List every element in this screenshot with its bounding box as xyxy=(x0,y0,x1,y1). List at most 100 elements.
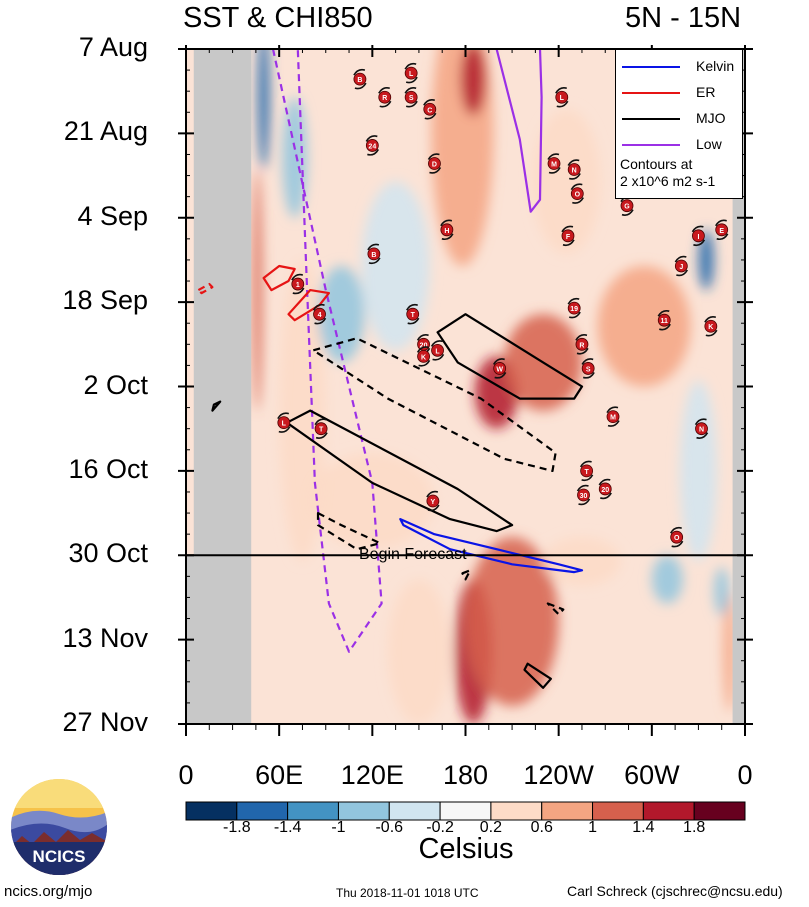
x-tick-label-6: 0 xyxy=(737,760,753,790)
colorbar-swatch-8 xyxy=(592,801,644,821)
storm-arm-bottom xyxy=(427,504,440,512)
storm-dot xyxy=(567,163,581,176)
storm-dot xyxy=(695,422,708,436)
storm-arm-bottom xyxy=(367,149,380,156)
storm-arm-top xyxy=(440,219,453,227)
storm-arm-top xyxy=(291,273,304,281)
colorbar-tick-label-9: 1.8 xyxy=(683,819,706,836)
storm-arm-top xyxy=(669,526,682,534)
storm-marker-37: 20 xyxy=(598,478,612,500)
storm-dot xyxy=(404,66,418,80)
contour-mjo-9 xyxy=(211,400,222,412)
storm-dot xyxy=(561,229,575,243)
storm-label: K xyxy=(708,324,713,331)
storm-label: 1 xyxy=(296,282,300,289)
storm-arm-top xyxy=(561,225,574,233)
x-tick-label-1: 60E xyxy=(255,760,304,790)
storm-label: L xyxy=(409,71,414,78)
storm-arm-bottom xyxy=(568,173,581,180)
storm-arm-top xyxy=(423,99,436,106)
storm-label: D xyxy=(432,162,437,169)
storm-label: R xyxy=(382,95,387,102)
storm-marker-29: S xyxy=(581,358,595,379)
storm-label: H xyxy=(444,228,449,235)
storm-label: 19 xyxy=(570,306,578,313)
storm-arm-top xyxy=(378,86,390,94)
legend-label-low: Low xyxy=(696,136,722,152)
storm-marker-4: C xyxy=(423,99,437,120)
storm-arm-top xyxy=(674,255,687,263)
x-tick-label-4: 120W xyxy=(523,760,594,790)
contour-low-0 xyxy=(271,49,383,653)
storm-marker-26: L xyxy=(430,340,445,361)
colorbar-swatch-5 xyxy=(439,801,492,821)
colorbar-tick-label-2: -1 xyxy=(331,819,346,836)
legend-swatch-kelvin xyxy=(622,66,680,68)
storm-dot xyxy=(493,362,507,375)
storm-marker-31: N xyxy=(694,418,709,439)
colorbar-swatch-10 xyxy=(693,801,746,821)
storm-dot xyxy=(313,307,326,321)
sst-patch-14 xyxy=(361,181,430,351)
storm-dot xyxy=(674,259,688,273)
storm-arm-top xyxy=(314,418,327,426)
storm-marker-14: B xyxy=(367,243,381,265)
colorbar-swatch-9 xyxy=(642,801,695,821)
storm-label: S xyxy=(409,95,414,102)
storm-label: B xyxy=(357,77,362,84)
storm-arm-bottom xyxy=(424,112,437,120)
storm-arm-top xyxy=(570,183,583,191)
storm-label: S xyxy=(586,366,591,373)
sst-patch-8 xyxy=(387,579,450,724)
legend-label-kelvin: Kelvin xyxy=(696,58,735,74)
storm-dot xyxy=(431,343,444,357)
colorbar-swatch-7 xyxy=(541,801,594,821)
chart-title: SST & CHI850 xyxy=(183,2,373,34)
storm-dot xyxy=(577,488,590,502)
contour-mjo-12 xyxy=(546,602,565,616)
storm-label: B xyxy=(371,252,376,259)
sst-patch-5 xyxy=(532,109,601,254)
storm-arm-bottom xyxy=(315,432,328,439)
storm-dot xyxy=(692,229,705,243)
colorbar-tick-label-3: -0.6 xyxy=(375,819,404,836)
storm-label: C xyxy=(427,107,432,114)
storm-arm-bottom xyxy=(292,287,305,295)
storm-arm-bottom xyxy=(600,492,612,500)
sst-patch-21 xyxy=(713,567,730,616)
storm-arm-bottom xyxy=(705,329,718,337)
legend-swatch-er xyxy=(622,92,680,94)
storm-dot xyxy=(277,416,291,430)
storm-label: O xyxy=(674,535,680,542)
y-tick-label-2: 4 Sep xyxy=(77,200,148,231)
storm-arm-top xyxy=(576,484,589,492)
storm-dot xyxy=(426,494,440,508)
y-tick-label-6: 30 Oct xyxy=(68,538,148,569)
storm-arm-bottom xyxy=(354,82,367,90)
storm-arm-bottom xyxy=(418,359,431,367)
storm-arm-top xyxy=(406,303,418,311)
storm-marker-35: Y xyxy=(426,490,440,512)
storm-label: 11 xyxy=(661,318,669,325)
storm-label: N xyxy=(699,427,704,434)
storm-arm-bottom xyxy=(441,233,454,241)
storm-arm-top xyxy=(691,225,704,233)
storm-marker-5: 24 xyxy=(365,135,380,156)
footer-url[interactable]: ncics.org/mjo xyxy=(4,883,93,900)
contour-mjo-10 xyxy=(523,662,553,689)
storm-marker-17: J xyxy=(674,255,689,277)
storm-label: T xyxy=(319,427,324,434)
colorbar-tick-label-5: 0.2 xyxy=(479,819,503,836)
y-tick-label-3: 18 Sep xyxy=(62,285,148,316)
storm-marker-1: L xyxy=(404,62,418,84)
storm-arm-top xyxy=(353,68,366,76)
storm-arm-top xyxy=(312,303,325,311)
storm-arm-top xyxy=(416,334,429,341)
storm-arm-top xyxy=(598,478,611,486)
storm-arm-top xyxy=(427,153,440,160)
storm-marker-23: K xyxy=(704,315,718,337)
storm-label: M xyxy=(551,162,557,169)
y-tick-label-8: 27 Nov xyxy=(62,707,148,737)
contour-mjo-11 xyxy=(461,569,472,581)
storm-markers: B L R S C 24 D L M N O G H F B I E J 1 4 T 19 11 K 20 K L R W S M N L T T Y… xyxy=(277,62,729,548)
